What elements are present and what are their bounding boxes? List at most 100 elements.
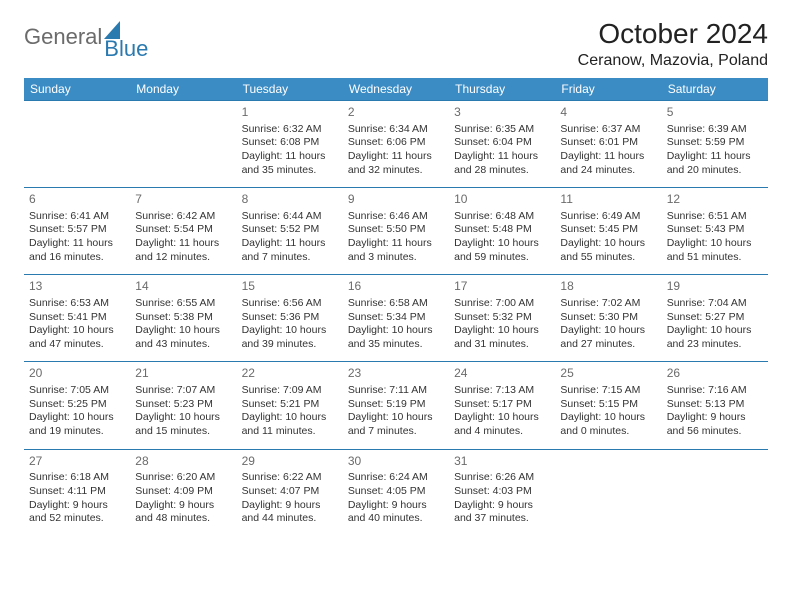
day-number: 11 [560,192,656,208]
day-number: 23 [348,366,444,382]
sunrise-text: Sunrise: 6:55 AM [135,297,231,311]
day-header: Monday [130,78,236,101]
sunrise-text: Sunrise: 7:00 AM [454,297,550,311]
daylight-text: Daylight: 9 hours [667,411,763,425]
calendar-week-row: 1Sunrise: 6:32 AMSunset: 6:08 PMDaylight… [24,101,768,188]
sunrise-text: Sunrise: 6:44 AM [242,210,338,224]
day-header: Sunday [24,78,130,101]
sunset-text: Sunset: 6:01 PM [560,136,656,150]
sunrise-text: Sunrise: 6:22 AM [242,471,338,485]
sunset-text: Sunset: 5:38 PM [135,311,231,325]
daylight-text: Daylight: 10 hours [135,324,231,338]
day-header: Tuesday [237,78,343,101]
sunset-text: Sunset: 5:34 PM [348,311,444,325]
sunset-text: Sunset: 4:09 PM [135,485,231,499]
day-number: 9 [348,192,444,208]
day-header: Wednesday [343,78,449,101]
daylight-text: and 7 minutes. [242,251,338,265]
day-number: 3 [454,105,550,121]
daylight-text: Daylight: 11 hours [135,237,231,251]
sunset-text: Sunset: 5:32 PM [454,311,550,325]
calendar-page: General Blue October 2024 Ceranow, Mazov… [0,0,792,554]
calendar-day-cell: 2Sunrise: 6:34 AMSunset: 6:06 PMDaylight… [343,101,449,188]
calendar-day-cell: 17Sunrise: 7:00 AMSunset: 5:32 PMDayligh… [449,275,555,362]
calendar-day-cell: 11Sunrise: 6:49 AMSunset: 5:45 PMDayligh… [555,188,661,275]
day-number: 28 [135,454,231,470]
title-block: October 2024 Ceranow, Mazovia, Poland [578,18,768,70]
daylight-text: Daylight: 9 hours [348,499,444,513]
day-number: 16 [348,279,444,295]
sunrise-text: Sunrise: 6:39 AM [667,123,763,137]
sunset-text: Sunset: 5:59 PM [667,136,763,150]
day-number: 14 [135,279,231,295]
daylight-text: and 48 minutes. [135,512,231,526]
daylight-text: Daylight: 11 hours [242,150,338,164]
sunset-text: Sunset: 5:41 PM [29,311,125,325]
daylight-text: Daylight: 10 hours [348,411,444,425]
daylight-text: Daylight: 9 hours [29,499,125,513]
calendar-day-cell: 13Sunrise: 6:53 AMSunset: 5:41 PMDayligh… [24,275,130,362]
sunset-text: Sunset: 6:06 PM [348,136,444,150]
calendar-day-cell: 16Sunrise: 6:58 AMSunset: 5:34 PMDayligh… [343,275,449,362]
day-number: 5 [667,105,763,121]
daylight-text: Daylight: 11 hours [454,150,550,164]
calendar-day-cell [130,101,236,188]
day-number: 27 [29,454,125,470]
daylight-text: and 7 minutes. [348,425,444,439]
calendar-day-cell: 31Sunrise: 6:26 AMSunset: 4:03 PMDayligh… [449,449,555,536]
sunrise-text: Sunrise: 7:15 AM [560,384,656,398]
sunrise-text: Sunrise: 6:42 AM [135,210,231,224]
calendar-week-row: 20Sunrise: 7:05 AMSunset: 5:25 PMDayligh… [24,362,768,449]
daylight-text: and 35 minutes. [242,164,338,178]
calendar-day-cell: 19Sunrise: 7:04 AMSunset: 5:27 PMDayligh… [662,275,768,362]
daylight-text: and 52 minutes. [29,512,125,526]
calendar-day-cell: 9Sunrise: 6:46 AMSunset: 5:50 PMDaylight… [343,188,449,275]
daylight-text: and 43 minutes. [135,338,231,352]
day-number: 22 [242,366,338,382]
sunrise-text: Sunrise: 7:04 AM [667,297,763,311]
sunset-text: Sunset: 5:30 PM [560,311,656,325]
sunrise-text: Sunrise: 6:51 AM [667,210,763,224]
sunrise-text: Sunrise: 7:07 AM [135,384,231,398]
sunrise-text: Sunrise: 7:02 AM [560,297,656,311]
daylight-text: Daylight: 9 hours [135,499,231,513]
daylight-text: and 16 minutes. [29,251,125,265]
daylight-text: Daylight: 10 hours [667,237,763,251]
location-text: Ceranow, Mazovia, Poland [578,52,768,70]
calendar-table: Sunday Monday Tuesday Wednesday Thursday… [24,78,768,536]
daylight-text: Daylight: 10 hours [454,237,550,251]
calendar-day-cell: 1Sunrise: 6:32 AMSunset: 6:08 PMDaylight… [237,101,343,188]
daylight-text: Daylight: 11 hours [348,237,444,251]
day-number: 1 [242,105,338,121]
day-number: 31 [454,454,550,470]
calendar-body: 1Sunrise: 6:32 AMSunset: 6:08 PMDaylight… [24,101,768,536]
day-header: Saturday [662,78,768,101]
daylight-text: Daylight: 10 hours [135,411,231,425]
daylight-text: Daylight: 11 hours [560,150,656,164]
sunrise-text: Sunrise: 6:53 AM [29,297,125,311]
sunset-text: Sunset: 5:27 PM [667,311,763,325]
sunset-text: Sunset: 5:43 PM [667,223,763,237]
day-header: Thursday [449,78,555,101]
calendar-day-cell: 12 Sunrise: 6:51 AMSunset: 5:43 PMDayligh… [662,188,768,275]
calendar-day-cell: 6Sunrise: 6:41 AMSunset: 5:57 PMDaylight… [24,188,130,275]
sunrise-text: Sunrise: 6:20 AM [135,471,231,485]
daylight-text: and 23 minutes. [667,338,763,352]
daylight-text: Daylight: 11 hours [242,237,338,251]
calendar-day-cell: 21Sunrise: 7:07 AMSunset: 5:23 PMDayligh… [130,362,236,449]
daylight-text: and 32 minutes. [348,164,444,178]
daylight-text: and 44 minutes. [242,512,338,526]
daylight-text: and 19 minutes. [29,425,125,439]
sunset-text: Sunset: 5:52 PM [242,223,338,237]
day-number: 18 [560,279,656,295]
calendar-day-cell: 26Sunrise: 7:16 AMSunset: 5:13 PMDayligh… [662,362,768,449]
day-number: 12 [667,192,763,208]
sunrise-text: Sunrise: 6:18 AM [29,471,125,485]
calendar-day-cell: 28Sunrise: 6:20 AMSunset: 4:09 PMDayligh… [130,449,236,536]
daylight-text: and 59 minutes. [454,251,550,265]
daylight-text: Daylight: 10 hours [560,324,656,338]
calendar-header-row: Sunday Monday Tuesday Wednesday Thursday… [24,78,768,101]
calendar-day-cell: 23Sunrise: 7:11 AMSunset: 5:19 PMDayligh… [343,362,449,449]
daylight-text: Daylight: 10 hours [348,324,444,338]
calendar-day-cell: 22Sunrise: 7:09 AMSunset: 5:21 PMDayligh… [237,362,343,449]
